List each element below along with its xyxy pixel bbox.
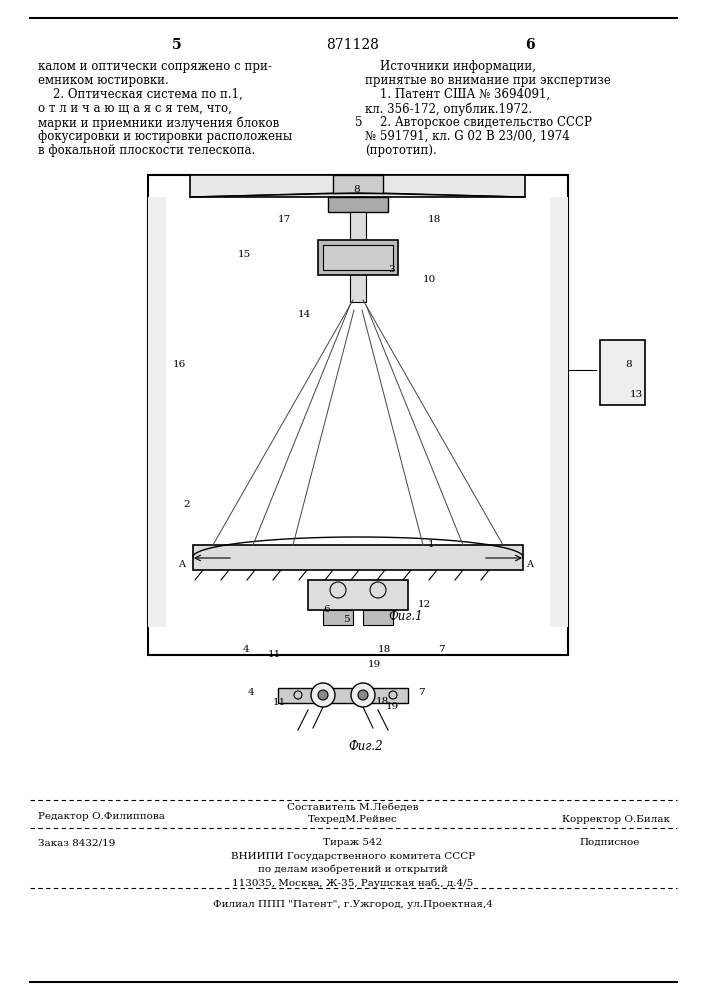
Circle shape [318, 690, 328, 700]
Text: 5: 5 [173, 38, 182, 52]
Text: по делам изобретений и открытий: по делам изобретений и открытий [258, 865, 448, 874]
Text: 18: 18 [378, 645, 391, 654]
Text: 2. Авторское свидетельство СССР: 2. Авторское свидетельство СССР [365, 116, 592, 129]
Text: о т л и ч а ю щ а я с я тем, что,: о т л и ч а ю щ а я с я тем, что, [38, 102, 232, 115]
Text: Фиг.1: Фиг.1 [388, 610, 423, 623]
Text: 17: 17 [278, 215, 291, 224]
Bar [363, 610, 393, 625]
Text: 12: 12 [418, 600, 431, 609]
Bar [328, 197, 388, 212]
Text: Составитель М.Лебедев: Составитель М.Лебедев [287, 803, 419, 812]
Text: 11: 11 [273, 698, 286, 707]
Text: Корректор О.Билак: Корректор О.Билак [562, 815, 670, 824]
Text: 6: 6 [525, 38, 534, 52]
Circle shape [358, 690, 368, 700]
Text: фокусировки и юстировки расположены: фокусировки и юстировки расположены [38, 130, 292, 143]
Text: Заказ 8432/19: Заказ 8432/19 [38, 838, 115, 847]
Text: 7: 7 [418, 688, 425, 697]
Bar [550, 197, 568, 627]
Bar [323, 245, 393, 270]
Text: кл. 356-172, опублик.1972.: кл. 356-172, опублик.1972. [365, 102, 532, 115]
Text: 14: 14 [298, 310, 311, 319]
Text: в фокальной плоскости телескопа.: в фокальной плоскости телескопа. [38, 144, 255, 157]
Circle shape [351, 683, 375, 707]
Circle shape [311, 683, 335, 707]
Text: 19: 19 [386, 702, 399, 711]
Text: 2. Оптическая система по п.1,: 2. Оптическая система по п.1, [38, 88, 243, 101]
Text: 5: 5 [343, 615, 350, 624]
Bar [350, 212, 366, 302]
Bar [318, 240, 398, 275]
Text: 7: 7 [438, 645, 445, 654]
Text: 113035, Москва, Ж-35, Раушская наб., д.4/5: 113035, Москва, Ж-35, Раушская наб., д.4… [233, 878, 474, 888]
Text: 18: 18 [376, 697, 390, 706]
Bar [148, 197, 166, 627]
Text: 15: 15 [238, 250, 251, 259]
Text: ВНИИПИ Государственного комитета СССР: ВНИИПИ Государственного комитета СССР [231, 852, 475, 861]
Bar [278, 688, 408, 703]
Text: 4: 4 [248, 688, 255, 697]
Bar [148, 175, 568, 655]
Text: ТехредМ.Рейвес: ТехредМ.Рейвес [308, 815, 398, 824]
Text: 13: 13 [630, 390, 643, 399]
Bar [190, 175, 525, 197]
Bar [600, 340, 645, 405]
Text: 871128: 871128 [327, 38, 380, 52]
Text: марки и приемники излучения блоков: марки и приемники излучения блоков [38, 116, 279, 129]
Text: Подписное: Подписное [580, 838, 640, 847]
Text: 3: 3 [388, 265, 395, 274]
Text: 19: 19 [368, 660, 381, 669]
Text: Тираж 542: Тираж 542 [323, 838, 382, 847]
Text: калом и оптически сопряжено с при-: калом и оптически сопряжено с при- [38, 60, 272, 73]
Text: 10: 10 [423, 275, 436, 284]
Text: 4: 4 [243, 645, 250, 654]
Text: 1: 1 [428, 540, 435, 549]
Text: A: A [178, 560, 185, 569]
Text: 16: 16 [173, 360, 186, 369]
Text: 8: 8 [353, 185, 360, 194]
Text: Фиг.2: Фиг.2 [348, 740, 382, 753]
Bar [333, 175, 383, 193]
Text: Филиал ППП "Патент", г.Ужгород, ул.Проектная,4: Филиал ППП "Патент", г.Ужгород, ул.Проек… [213, 900, 493, 909]
Text: 5: 5 [355, 116, 363, 129]
Bar [323, 610, 353, 625]
Text: Источники информации,: Источники информации, [365, 60, 536, 73]
Text: 2: 2 [183, 500, 189, 509]
Text: A: A [526, 560, 533, 569]
Text: принятые во внимание при экспертизе: принятые во внимание при экспертизе [365, 74, 611, 87]
Text: 8: 8 [625, 360, 631, 369]
Text: 1. Патент США № 3694091,: 1. Патент США № 3694091, [365, 88, 550, 101]
Text: 18: 18 [428, 215, 441, 224]
Text: емником юстировки.: емником юстировки. [38, 74, 169, 87]
Bar [308, 580, 408, 610]
Bar [193, 545, 523, 570]
Text: 6: 6 [323, 605, 329, 614]
Text: № 591791, кл. G 02 B 23/00, 1974: № 591791, кл. G 02 B 23/00, 1974 [365, 130, 570, 143]
Text: (прототип).: (прототип). [365, 144, 437, 157]
Text: 11: 11 [268, 650, 281, 659]
Text: Редактор О.Филиппова: Редактор О.Филиппова [38, 812, 165, 821]
